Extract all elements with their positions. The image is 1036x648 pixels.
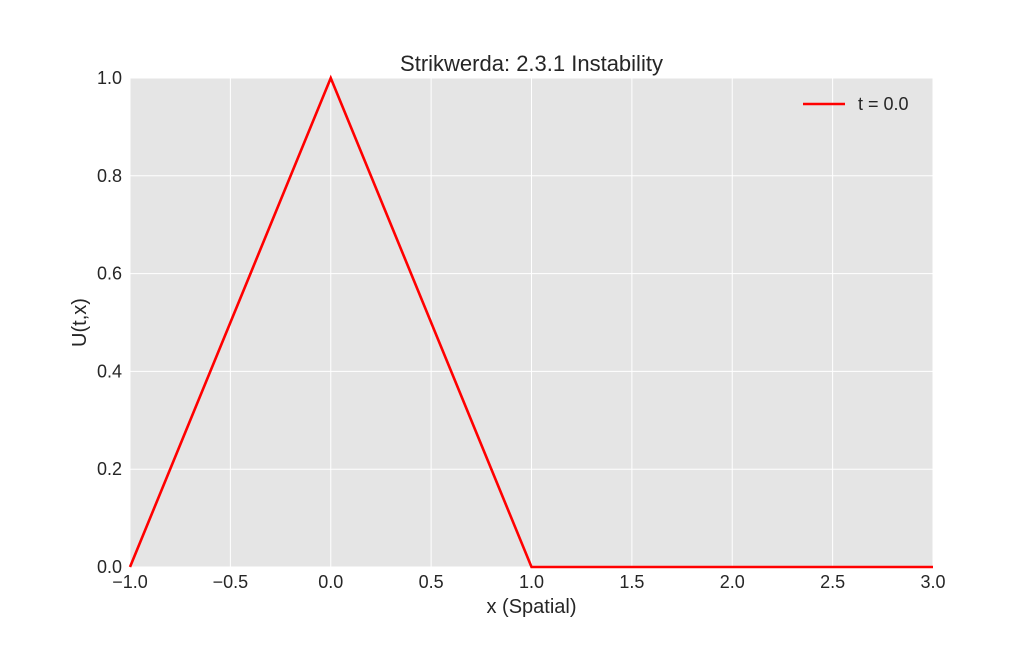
y-tick-label: 0.8 — [97, 166, 122, 186]
x-tick-label: 3.0 — [920, 572, 945, 592]
x-tick-label: 0.0 — [318, 572, 343, 592]
y-tick-label: 1.0 — [97, 68, 122, 88]
series-layer — [128, 74, 933, 569]
tick-labels: −1.0 −0.5 0.0 0.5 1.0 1.5 2.0 2.5 3.0 0.0 0.2 0.4 0.… — [97, 68, 946, 592]
y-tick-label: 0.6 — [97, 264, 122, 284]
legend: t = 0.0 — [803, 94, 909, 114]
x-tick-label: 1.5 — [619, 572, 644, 592]
series-line — [128, 74, 933, 569]
y-axis-label: U(t,x) — [69, 298, 91, 347]
y-tick-label: 0.0 — [97, 557, 122, 577]
x-tick-label: −0.5 — [213, 572, 249, 592]
y-tick-label: 0.4 — [97, 361, 122, 381]
y-tick-label: 0.2 — [97, 459, 122, 479]
x-tick-label: 2.5 — [820, 572, 845, 592]
x-axis-label: x (Spatial) — [486, 596, 576, 618]
chart-title: Strikwerda: 2.3.1 Instability — [400, 51, 663, 76]
x-tick-label: 1.0 — [519, 572, 544, 592]
legend-entry: t = 0.0 — [858, 94, 909, 114]
x-tick-label: 0.5 — [419, 572, 444, 592]
x-tick-label: −1.0 — [112, 572, 148, 592]
x-tick-label: 2.0 — [720, 572, 745, 592]
